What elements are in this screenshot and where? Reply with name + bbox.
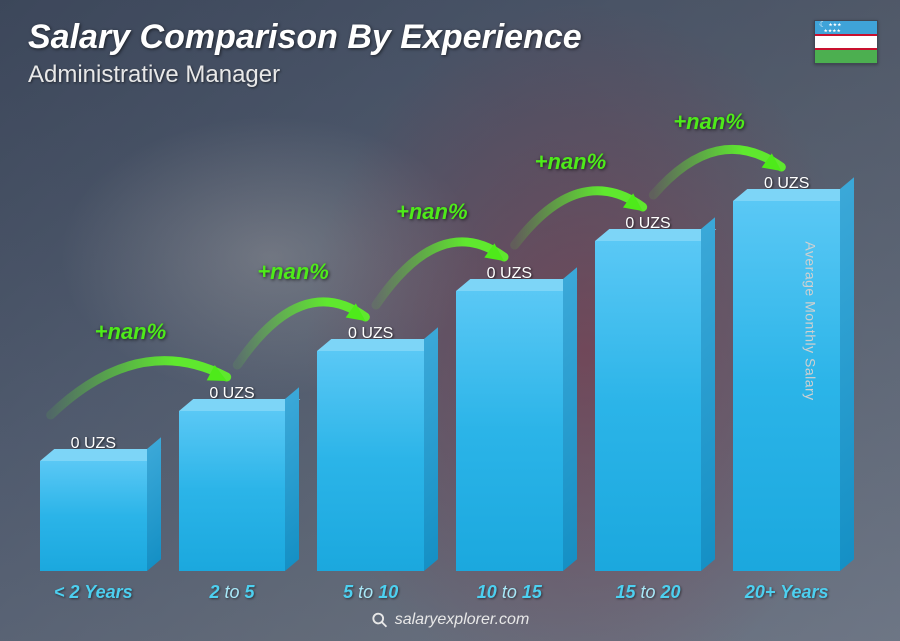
bar-side-face	[285, 387, 299, 571]
delta-label: +nan%	[673, 109, 745, 135]
attribution: salaryexplorer.com	[371, 611, 530, 629]
flag-stripe-blue: ☾ ٭٭٭ ٭٭٭٭	[815, 21, 877, 34]
flag-crescent-stars: ☾ ٭٭٭ ٭٭٭٭	[819, 22, 841, 34]
bar-group: 0 UZS20+ Years	[733, 175, 840, 571]
bar-top-face	[456, 279, 577, 291]
bar-front-face	[317, 351, 424, 571]
bar-top-face	[595, 229, 716, 241]
bar	[733, 201, 840, 571]
bar	[179, 411, 286, 571]
bar-category-label: 15 to 20	[615, 582, 680, 603]
bar-category-label: 10 to 15	[477, 582, 542, 603]
country-flag-uzbekistan: ☾ ٭٭٭ ٭٭٭٭	[814, 20, 878, 64]
bar-category-label: 5 to 10	[343, 582, 398, 603]
bar	[595, 241, 702, 571]
bar	[40, 461, 147, 571]
header: Salary Comparison By Experience Administ…	[28, 18, 872, 89]
bar-front-face	[595, 241, 702, 571]
bar-front-face	[456, 291, 563, 571]
delta-label: +nan%	[95, 319, 167, 345]
bar-side-face	[147, 437, 161, 571]
bar-top-face	[179, 399, 300, 411]
bar-top-face	[733, 189, 854, 201]
attribution-text: salaryexplorer.com	[395, 611, 530, 629]
delta-label: +nan%	[535, 149, 607, 175]
bar-top-face	[40, 449, 161, 461]
page-title: Salary Comparison By Experience	[28, 18, 872, 57]
magnifier-icon	[371, 611, 389, 629]
bar-group: 0 UZS10 to 15	[456, 265, 563, 571]
bar-front-face	[179, 411, 286, 571]
bar-category-label: 2 to 5	[209, 582, 254, 603]
bar-side-face	[563, 267, 577, 571]
bar-chart: 0 UZS< 2 Years 0 UZS2 to 5 0 UZS5 to 10 0 U…	[40, 141, 840, 571]
bar-front-face	[733, 201, 840, 571]
bar-category-label: < 2 Years	[54, 582, 133, 603]
page-subtitle: Administrative Manager	[28, 61, 872, 89]
bar-side-face	[424, 327, 438, 571]
bar-group: 0 UZS15 to 20	[595, 215, 702, 571]
bar-side-face	[840, 177, 854, 571]
bar-top-face	[317, 339, 438, 351]
bar-group: 0 UZS< 2 Years	[40, 435, 147, 571]
bar-group: 0 UZS5 to 10	[317, 325, 424, 571]
bar-category-label: 20+ Years	[745, 582, 829, 603]
bar-group: 0 UZS2 to 5	[179, 385, 286, 571]
bar	[317, 351, 424, 571]
delta-label: +nan%	[257, 259, 329, 285]
flag-stripe-green	[815, 50, 877, 63]
delta-label: +nan%	[396, 199, 468, 225]
bar-front-face	[40, 461, 147, 571]
y-axis-label: Average Monthly Salary	[802, 241, 818, 400]
flag-stripe-white	[815, 36, 877, 49]
bar	[456, 291, 563, 571]
bar-side-face	[701, 217, 715, 571]
